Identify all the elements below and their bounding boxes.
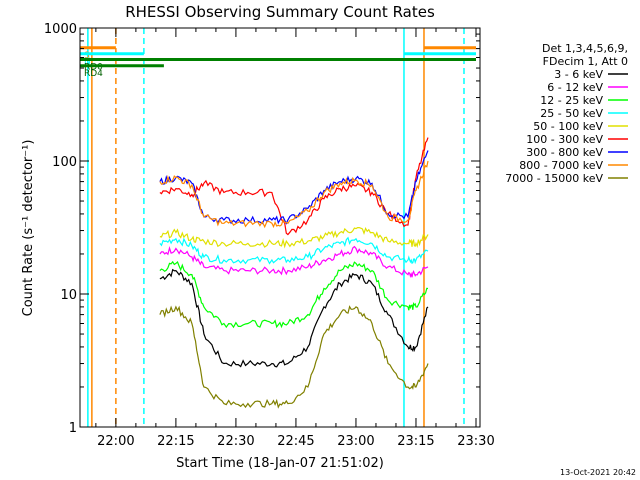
vertical-markers xyxy=(87,28,465,427)
x-tick-label: 23:00 xyxy=(337,434,374,449)
y-axis-label: Count Rate (s⁻¹ detector⁻¹) xyxy=(21,140,36,317)
x-tick-label: 23:30 xyxy=(457,434,494,449)
x-tick-label: 22:15 xyxy=(157,434,194,449)
series-line xyxy=(159,236,429,265)
legend: Det 1,3,4,5,6,9,FDecim 1, Att 03 - 6 keV… xyxy=(505,42,628,185)
series-line xyxy=(159,268,429,368)
legend-entry-label: 100 - 300 keV xyxy=(526,133,603,146)
legend-entry-label: 7000 - 15000 keV xyxy=(505,172,603,185)
series-line xyxy=(159,305,429,409)
legend-entry-label: 3 - 6 keV xyxy=(554,68,603,81)
x-tick-label: 23:15 xyxy=(397,434,434,449)
x-tick-label: 22:45 xyxy=(277,434,314,449)
series-line xyxy=(159,160,429,229)
series-lines xyxy=(159,137,429,409)
legend-entry-label: 12 - 25 keV xyxy=(540,94,603,107)
timestamp: 13-Oct-2021 20:42 xyxy=(560,468,636,477)
interval-label: S xyxy=(84,51,90,61)
legend-header: FDecim 1, Att 0 xyxy=(543,55,628,68)
series-line xyxy=(159,137,429,236)
plot-frame xyxy=(79,27,481,428)
series-line xyxy=(159,227,429,249)
legend-header: Det 1,3,4,5,6,9, xyxy=(542,42,628,55)
interval-label: RD4 xyxy=(84,69,103,79)
interval-label: N xyxy=(84,57,91,67)
legend-entry-label: 50 - 100 keV xyxy=(533,120,603,133)
y-tick-label: 1000 xyxy=(44,22,77,37)
series-line xyxy=(159,260,429,329)
y-tick-label: 100 xyxy=(52,155,77,170)
x-axis-label: Start Time (18-Jan-07 21:51:02) xyxy=(176,456,384,471)
legend-entry-label: 25 - 50 keV xyxy=(540,107,603,120)
axes: 1 10 100 1000 22:00 22:15 22:30 22:45 23:00 23:15… xyxy=(44,22,495,449)
series-line xyxy=(159,245,429,279)
x-tick-label: 22:30 xyxy=(217,434,254,449)
legend-entry-label: 6 - 12 keV xyxy=(547,81,603,94)
legend-entry-label: 300 - 800 keV xyxy=(526,146,603,159)
x-tick-label: 22:00 xyxy=(97,434,134,449)
interval-label: RD0 xyxy=(84,62,103,72)
legend-entry-label: 800 - 7000 keV xyxy=(519,159,603,172)
y-tick-label: 10 xyxy=(60,288,77,303)
chart-title: RHESSI Observing Summary Count Rates xyxy=(125,3,435,21)
y-tick-label: 1 xyxy=(69,421,77,436)
